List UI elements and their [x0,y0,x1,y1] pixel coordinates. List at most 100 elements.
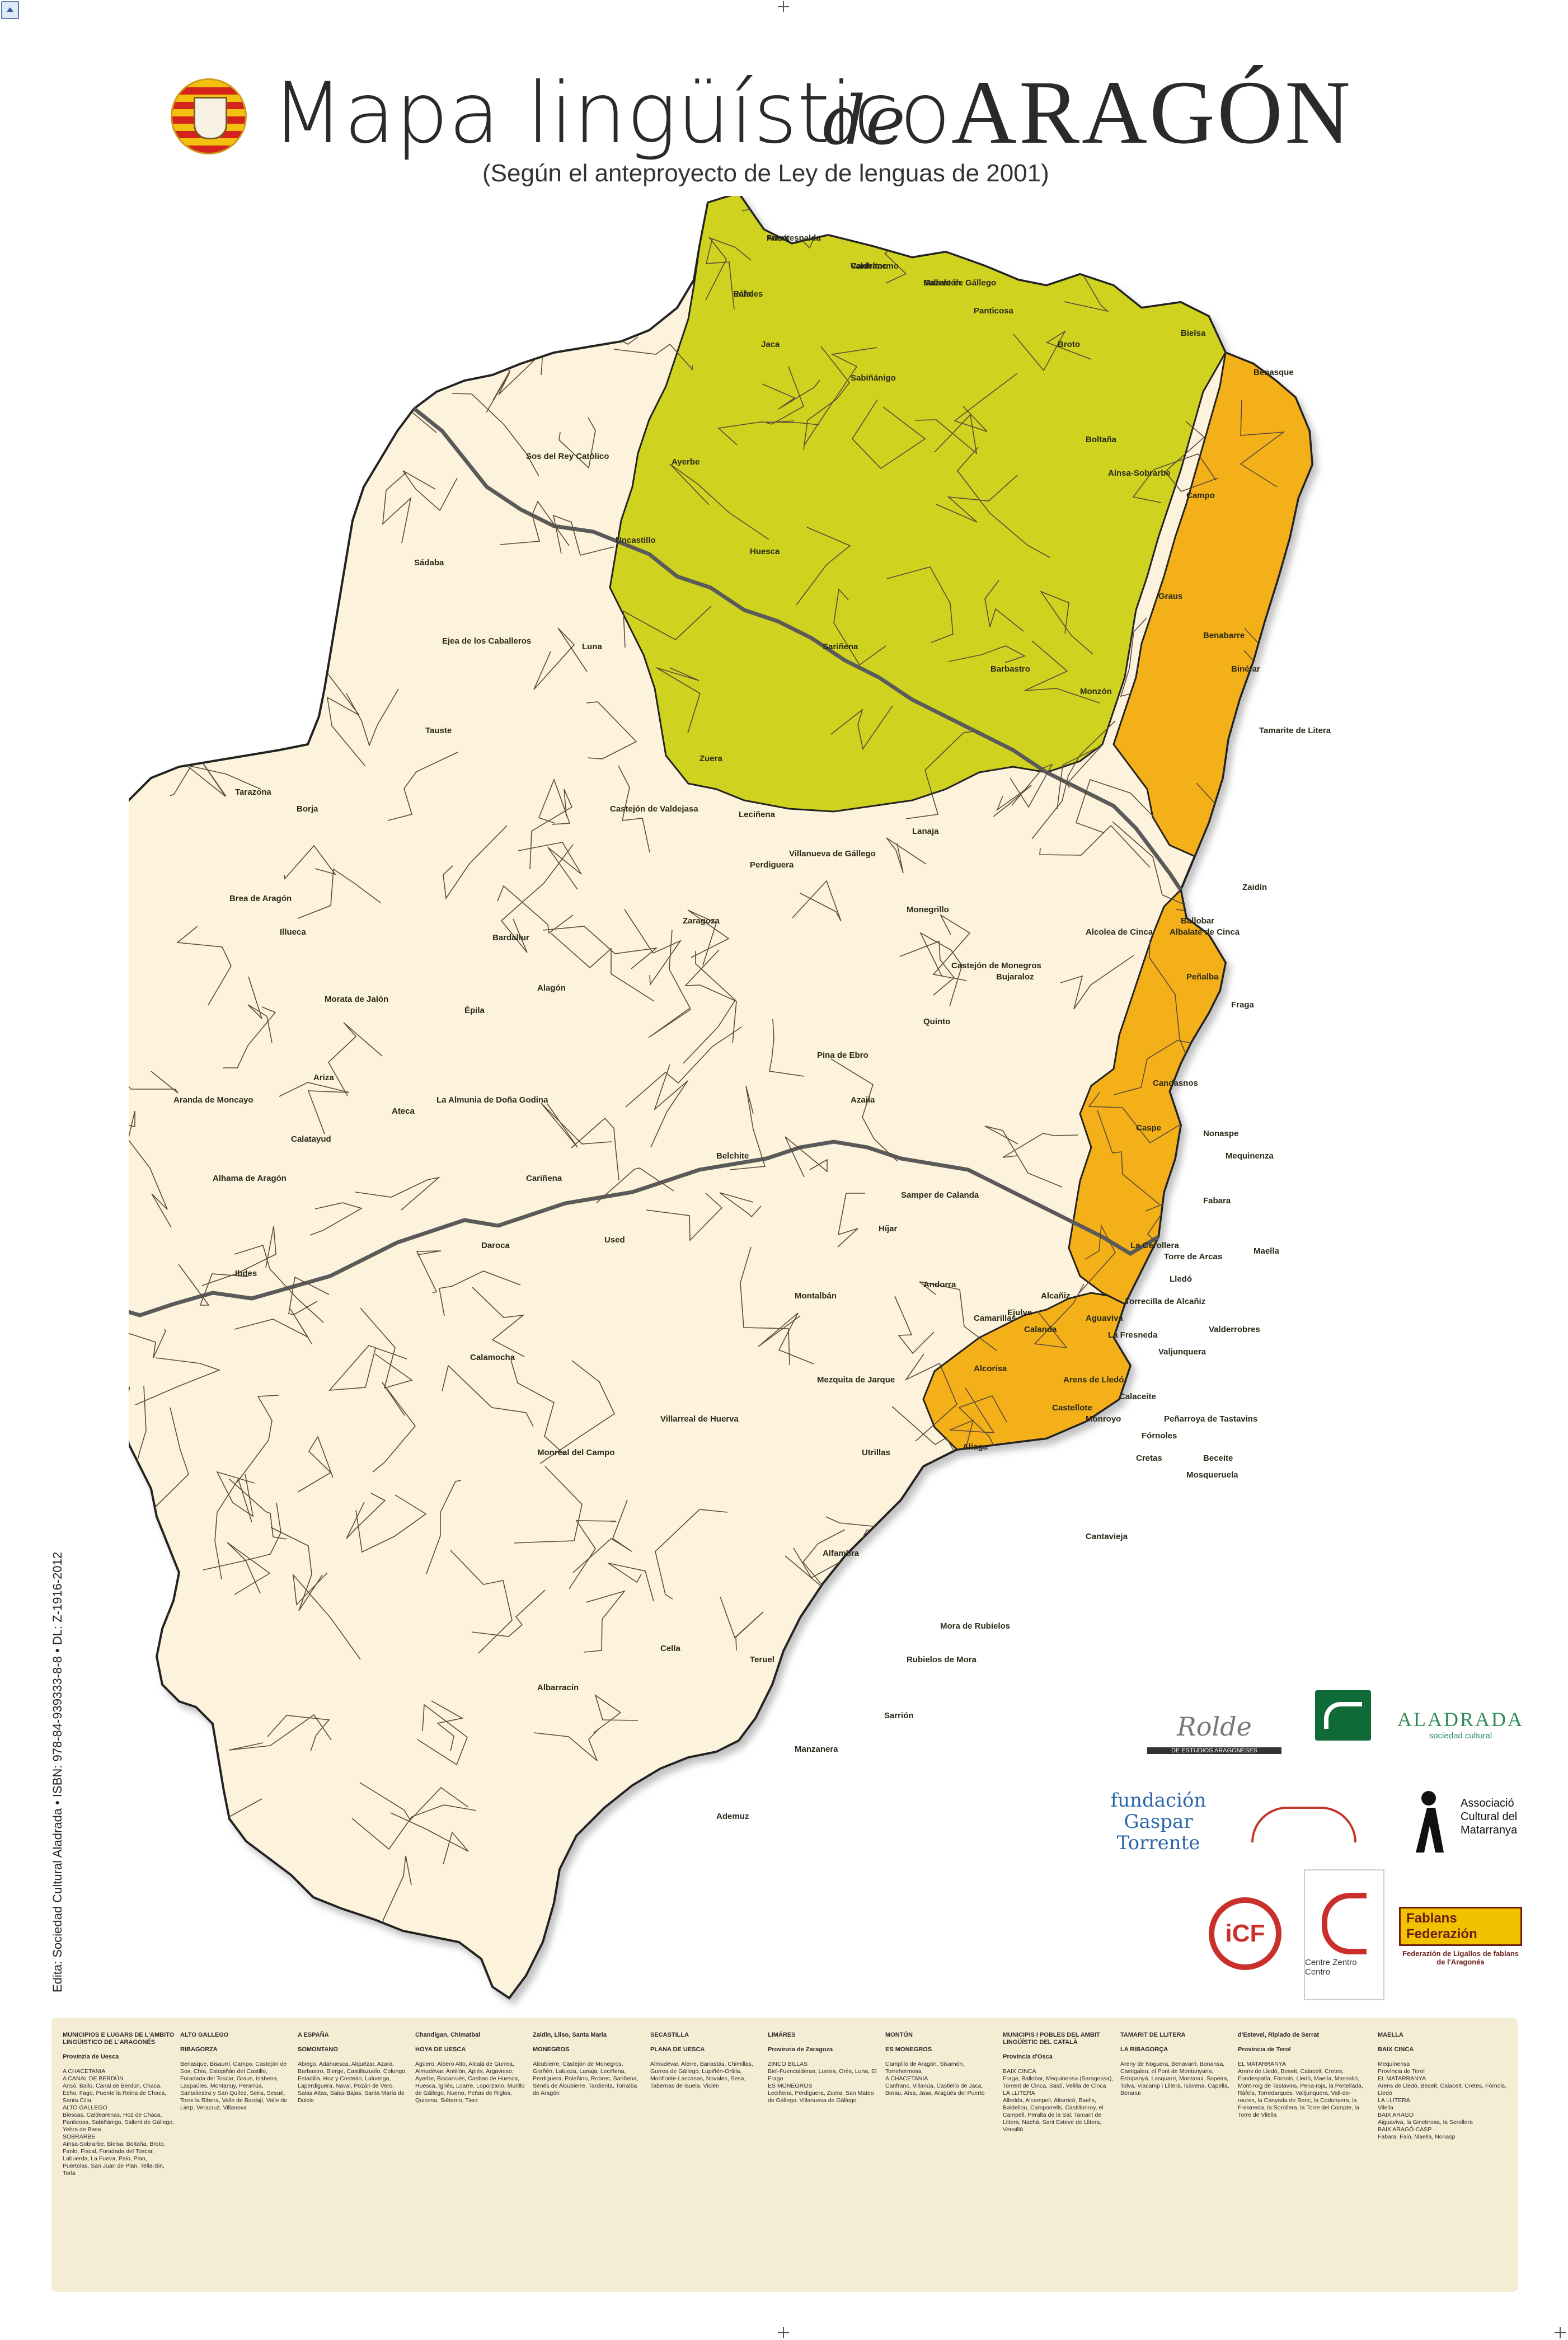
place-label[interactable]: Brea de Aragón [229,894,292,903]
place-label[interactable]: Aínsa-Sobrarbe [1108,468,1171,478]
place-label[interactable]: Cariñena [526,1174,562,1183]
place-label[interactable]: Alfambra [823,1549,860,1558]
place-label[interactable]: Ademuz [716,1812,749,1821]
scroll-top-icon[interactable] [1,1,19,19]
place-label[interactable]: La Cerollera [1130,1241,1179,1250]
place-label[interactable]: Alcorisa [974,1364,1007,1373]
place-label[interactable]: Campo [1186,491,1215,500]
icf-logo[interactable]: iCF [1209,1897,1281,1970]
place-label[interactable]: Binéfar [1231,664,1260,674]
place-label[interactable]: Zuera [700,754,723,763]
place-label[interactable]: Teruel [750,1655,774,1664]
place-label[interactable]: Castejón de Valdejasa [610,804,698,814]
place-label[interactable]: Calamocha [470,1353,515,1362]
linguistic-map[interactable]: Ansó Echo Canfranc Sallent de Gállego Pantic… [129,196,1416,2015]
place-label[interactable]: Huesca [750,547,780,556]
place-label[interactable]: Albalate de Cinca [1170,927,1240,937]
place-label[interactable]: Ateca [392,1106,415,1116]
place-label[interactable]: Ansó [767,233,788,243]
place-label[interactable]: Fuentespalda [767,233,821,243]
place-label[interactable]: Alagón [537,983,566,993]
place-label[interactable]: Rubielos de Mora [907,1655,977,1664]
place-label[interactable]: Monzón [1080,687,1112,696]
place-label[interactable]: Híjar [879,1224,898,1234]
place-label[interactable]: Sádaba [414,558,444,568]
place-label[interactable]: Azaila [851,1095,875,1105]
place-label[interactable]: Peñarroya de Tastavins [1164,1414,1257,1424]
place-label[interactable]: Aranda de Moncayo [173,1095,253,1105]
place-label[interactable]: Ejulve [1007,1308,1032,1317]
place-label[interactable]: Uncastillo [616,536,656,545]
place-label[interactable]: Benabarre [1203,631,1245,640]
place-label[interactable]: Villarreal de Huerva [660,1414,739,1424]
place-label[interactable]: Torrecilla de Alcañiz [1125,1297,1205,1306]
place-label[interactable]: Mosqueruela [1186,1470,1238,1480]
place-label[interactable]: Fabara [1203,1196,1231,1206]
place-label[interactable]: Valdeltormo [851,261,899,271]
place-label[interactable]: Tauste [425,726,452,735]
place-label[interactable]: Albarracín [537,1683,579,1692]
place-label[interactable]: Caspe [1136,1123,1161,1133]
place-label[interactable]: Daroca [481,1241,510,1250]
place-label[interactable]: La Almunia de Doña Godina [436,1095,548,1105]
road-green-logo-icon[interactable] [1315,1690,1371,1741]
place-label[interactable]: Utrillas [862,1448,890,1457]
place-label[interactable]: Beceite [1203,1453,1233,1463]
place-label[interactable]: Mezquita de Jarque [817,1375,895,1385]
place-label[interactable]: Ibdes [235,1269,257,1278]
place-label[interactable]: Bardallur [492,933,529,942]
place-label[interactable]: Valderrobres [1209,1325,1260,1334]
place-label[interactable]: Broto [1058,340,1080,349]
place-label[interactable]: Sabiñánigo [851,373,896,383]
place-label[interactable]: Villanueva de Gállego [789,849,876,859]
rolde-logo[interactable]: Rolde DE ESTUDIOS ARAGONESES [1147,1696,1281,1757]
place-label[interactable]: Quinto [923,1017,950,1026]
gaspar-torrente-logo[interactable]: fundación Gaspar Torrente [1097,1785,1220,1858]
place-label[interactable]: Benasque [1254,368,1294,377]
place-label[interactable]: Monreal del Campo [537,1448,614,1457]
place-label[interactable]: Camarillas [974,1314,1016,1323]
place-label[interactable]: Torre de Arcas [1164,1252,1222,1262]
place-label[interactable]: Sariñena [823,642,858,651]
place-label[interactable]: Castejón de Monegros [951,961,1041,970]
place-label[interactable]: Morata de Jalón [325,995,388,1004]
place-label[interactable]: Calatayud [291,1134,331,1144]
place-label[interactable]: Monroyo [1086,1414,1121,1424]
place-label[interactable]: Castellote [1052,1403,1092,1413]
place-label[interactable]: Bujaraloz [996,972,1034,982]
place-label[interactable]: Boltaña [1086,435,1117,444]
place-label[interactable]: Panticosa [974,306,1014,316]
place-label[interactable]: Illueca [280,927,306,937]
place-label[interactable]: Candasnos [1153,1078,1198,1088]
place-label[interactable]: Ráfales [733,289,763,299]
place-label[interactable]: Perdiguera [750,860,794,870]
place-label[interactable]: Alcolea de Cinca [1086,927,1153,937]
place-label[interactable]: Sallent de Gállego [923,278,996,288]
place-label[interactable]: Zaragoza [683,916,720,926]
place-label[interactable]: Mora de Rubielos [940,1621,1010,1631]
place-label[interactable]: Lledó [1170,1274,1192,1284]
place-label[interactable]: Sarrión [884,1711,914,1720]
place-label[interactable]: Leciñena [739,810,776,819]
place-label[interactable]: Aguaviva [1086,1314,1123,1323]
place-label[interactable]: Épila [464,1006,485,1015]
place-label[interactable]: Pina de Ebro [817,1051,868,1060]
place-label[interactable]: Montalbán [795,1291,837,1301]
place-label[interactable]: Canfranc [851,261,887,271]
place-label[interactable]: Zaidín [1242,883,1267,892]
place-label[interactable]: Arens de Lledó [1063,1375,1124,1385]
place-label[interactable]: Cella [660,1644,681,1653]
place-label[interactable]: Sos del Rey Católico [526,452,609,461]
place-label[interactable]: Borja [297,804,318,814]
place-label[interactable]: Ayerbe [672,457,700,467]
place-label[interactable]: Alcañiz [1041,1291,1071,1301]
place-label[interactable]: Monegrillo [907,905,949,915]
place-label[interactable]: Tarazona [235,787,271,797]
place-label[interactable]: Aliaga [963,1442,988,1452]
place-label[interactable]: Bielsa [1181,329,1206,338]
aladrada-logo[interactable]: ALADRADA sociedad cultural [1397,1693,1522,1755]
place-label[interactable]: Maella [1254,1246,1280,1256]
centro-logo[interactable]: Centre Zentro Centro [1304,1869,1384,2000]
place-label[interactable]: Manzanera [795,1745,838,1754]
place-label[interactable]: Ejea de los Caballeros [442,636,531,646]
